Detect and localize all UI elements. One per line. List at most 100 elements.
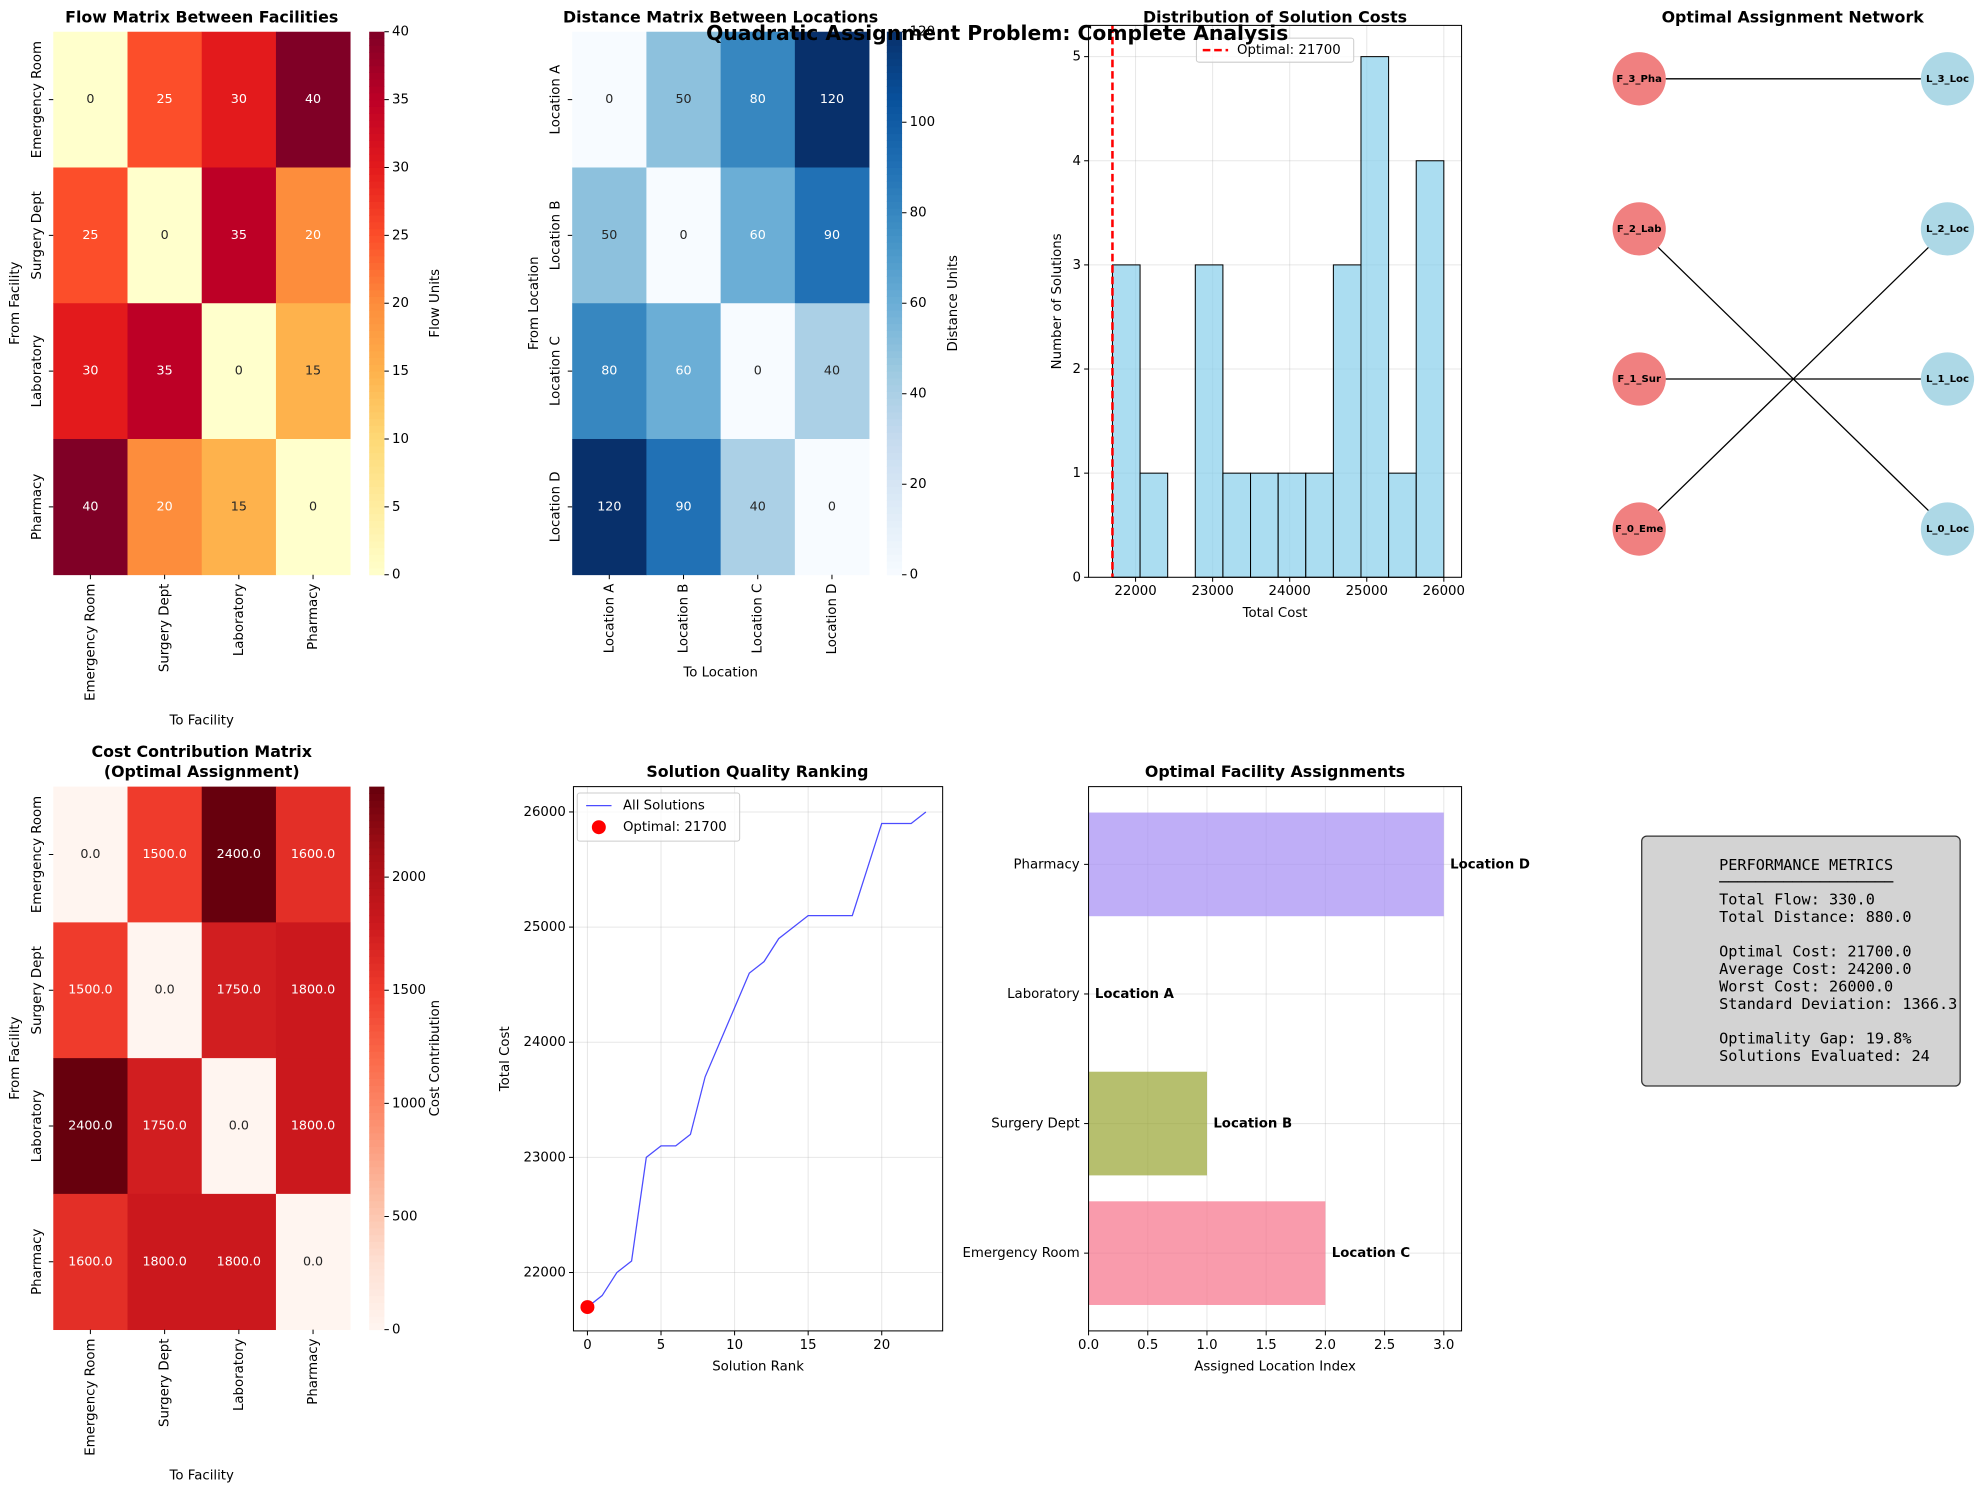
colorbar-strip (369, 194, 385, 202)
cell-label: 0 (605, 91, 613, 106)
colorbar-strip (886, 554, 903, 562)
heatmap-cell (275, 786, 351, 923)
colorbar-strip (369, 915, 385, 923)
colorbar-strip (369, 1139, 385, 1147)
colorbar-strip (369, 106, 385, 114)
metrics-line: Optimality Gap: 19.8% (1719, 1030, 1911, 1048)
y-axis-label: From Facility (8, 1016, 23, 1099)
cell-label: 1500.0 (68, 982, 112, 997)
colorbar-strip (369, 1071, 385, 1079)
colorbar-strip (369, 1051, 385, 1059)
heatmap-cell (201, 922, 277, 1059)
colorbar-strip (369, 1159, 385, 1168)
colorbar-strip (369, 861, 385, 869)
colorbar-strip (369, 922, 385, 930)
colorbar-strip (369, 316, 385, 325)
colorbar-strip (886, 425, 903, 433)
x-tick-label: Pharmacy (306, 584, 321, 650)
chart-title: Distance Matrix Between Locations (563, 7, 878, 26)
colorbar-strip (369, 1261, 385, 1270)
axes-frame (1088, 786, 1463, 1332)
colorbar-strip (369, 1207, 385, 1215)
cell-label: 120 (820, 91, 844, 106)
x-tick-label: Location C (751, 584, 766, 654)
colorbar-tick-label: 20 (910, 477, 927, 492)
x-tick-label: Location D (825, 584, 840, 655)
colorbar-strip (369, 567, 385, 576)
y-tick-label: Surgery Dept (30, 191, 45, 279)
colorbar-strip (369, 500, 385, 508)
cell-label: 1750.0 (142, 1118, 186, 1133)
colorbar-tick-label: 35 (392, 93, 409, 108)
colorbar-strip (886, 215, 903, 223)
colorbar-strip (369, 86, 385, 94)
colorbar-strip (369, 425, 385, 433)
node-label: L_2_Loc (1926, 224, 1969, 235)
colorbar-tick-label: 2000 (392, 870, 426, 885)
colorbar-strip (369, 72, 385, 80)
axes-frame (1088, 24, 1463, 578)
node (1920, 502, 1975, 556)
colorbar-strip (369, 432, 385, 440)
colorbar-strip (369, 1119, 385, 1127)
node-label: L_3_Loc (1926, 74, 1969, 85)
colorbar-strip (369, 786, 385, 794)
cell-label: 1500.0 (142, 846, 186, 861)
heatmap-cell (794, 31, 870, 168)
colorbar-strip (369, 800, 385, 808)
cell-label: 1800.0 (291, 982, 335, 997)
y-tick-label: 4 (1072, 154, 1080, 169)
cell-label: 0.0 (155, 982, 175, 997)
colorbar-strip (886, 384, 903, 392)
colorbar-strip (369, 534, 385, 542)
colorbar-strip (369, 445, 385, 454)
y-tick-label: Emergency Room (30, 796, 45, 913)
legend-label: All Solutions (623, 799, 705, 814)
node (1612, 52, 1666, 106)
node-label: L_0_Loc (1926, 524, 1969, 535)
colorbar-strip (886, 126, 903, 135)
colorbar-strip (369, 956, 385, 964)
colorbar-strip (369, 255, 385, 264)
cell-label: 2400.0 (217, 846, 261, 861)
colorbar-strip (369, 486, 385, 494)
colorbar-strip (369, 79, 385, 87)
bar (1088, 1071, 1207, 1176)
colorbar-label: Distance Units (946, 255, 961, 352)
colorbar-strip (369, 1187, 385, 1195)
colorbar-strip (886, 140, 903, 148)
metrics-line: PERFORMANCE METRICS (1719, 856, 1893, 874)
colorbar-strip (369, 1316, 385, 1324)
colorbar-strip (369, 418, 385, 426)
x-tick-label: Laboratory (232, 584, 247, 657)
cell-label: 40 (824, 363, 840, 378)
colorbar-strip (369, 1092, 385, 1100)
colorbar-strip (886, 364, 903, 372)
y-tick-label: Surgery Dept (30, 946, 45, 1034)
colorbar-strip (369, 343, 385, 352)
heatmap-cell (201, 303, 277, 440)
node (1920, 52, 1975, 106)
colorbar-tick-label: 0 (392, 1323, 400, 1338)
colorbar-strip (369, 187, 385, 196)
colorbar-strip (369, 235, 385, 243)
y-tick-label: 2 (1072, 362, 1080, 377)
x-tick-label: 1.5 (1256, 1338, 1277, 1353)
colorbar-strip (369, 1085, 385, 1093)
cell-label: 0 (86, 91, 94, 106)
cell-label: 40 (750, 498, 766, 513)
colorbar-strip (369, 1322, 385, 1331)
cell-label: 30 (231, 91, 247, 106)
x-axis-label: Total Cost (1242, 606, 1308, 621)
colorbar-strip (886, 52, 903, 60)
y-tick-label: Location B (549, 201, 564, 271)
colorbar-strip (886, 459, 903, 467)
colorbar-strip (886, 343, 903, 352)
colorbar-strip (369, 840, 385, 849)
cell-label: 0.0 (80, 846, 100, 861)
x-tick-label: 2.5 (1374, 1338, 1395, 1353)
colorbar-strip (369, 1282, 385, 1290)
chart-title: Solution Quality Ranking (646, 762, 868, 781)
heatmap-cell (127, 1193, 203, 1331)
